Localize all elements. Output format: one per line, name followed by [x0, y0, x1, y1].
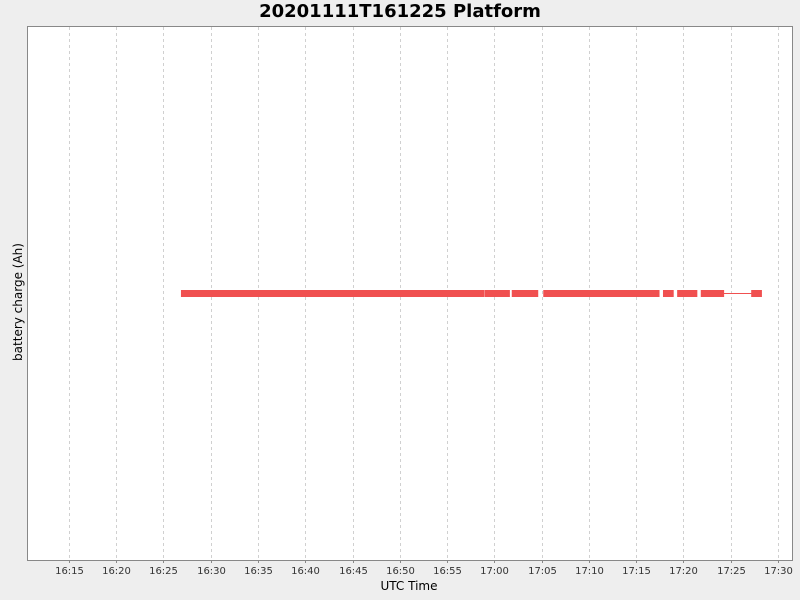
x-axis-label: UTC Time [381, 579, 438, 593]
data-point-run [639, 290, 660, 297]
x-axis-ticks: 16:15 16:20 16:25 16:30 16:35 16:40 16:45 16:50… [55, 560, 793, 577]
data-point-run [543, 290, 605, 297]
data-point-run [751, 290, 762, 297]
data-point-run [499, 290, 510, 297]
x-tick-label: 16:25 [149, 566, 178, 577]
data-point-run [484, 290, 503, 297]
x-tick-label: 16:20 [102, 566, 131, 577]
data-point-run [662, 290, 674, 297]
data-point-run [601, 290, 633, 297]
data-point-run [527, 290, 539, 297]
x-tick-label: 17:15 [622, 566, 651, 577]
x-tick-label: 17:10 [575, 566, 604, 577]
x-tick-label: 16:30 [197, 566, 226, 577]
x-tick-label: 16:50 [386, 566, 415, 577]
x-tick-label: 16:45 [339, 566, 368, 577]
x-tick-label: 17:05 [528, 566, 557, 577]
x-tick-label: 17:00 [480, 566, 509, 577]
x-tick-label: 17:30 [764, 566, 793, 577]
data-point-run [700, 290, 725, 297]
x-tick-label: 16:55 [433, 566, 462, 577]
x-tick-label: 17:25 [717, 566, 746, 577]
x-tick-label: 16:15 [55, 566, 84, 577]
series-battery-charge [180, 290, 762, 297]
x-tick-label: 16:40 [291, 566, 320, 577]
x-tick-label: 17:20 [669, 566, 698, 577]
data-point-run [511, 290, 529, 297]
x-tick-label: 16:35 [244, 566, 273, 577]
chart-title: 20201111T161225 Platform [259, 1, 541, 22]
y-axis-label: battery charge (Ah) [11, 243, 25, 361]
data-point-run [677, 290, 698, 297]
data-point-run [629, 290, 641, 297]
data-point-run [180, 290, 485, 297]
